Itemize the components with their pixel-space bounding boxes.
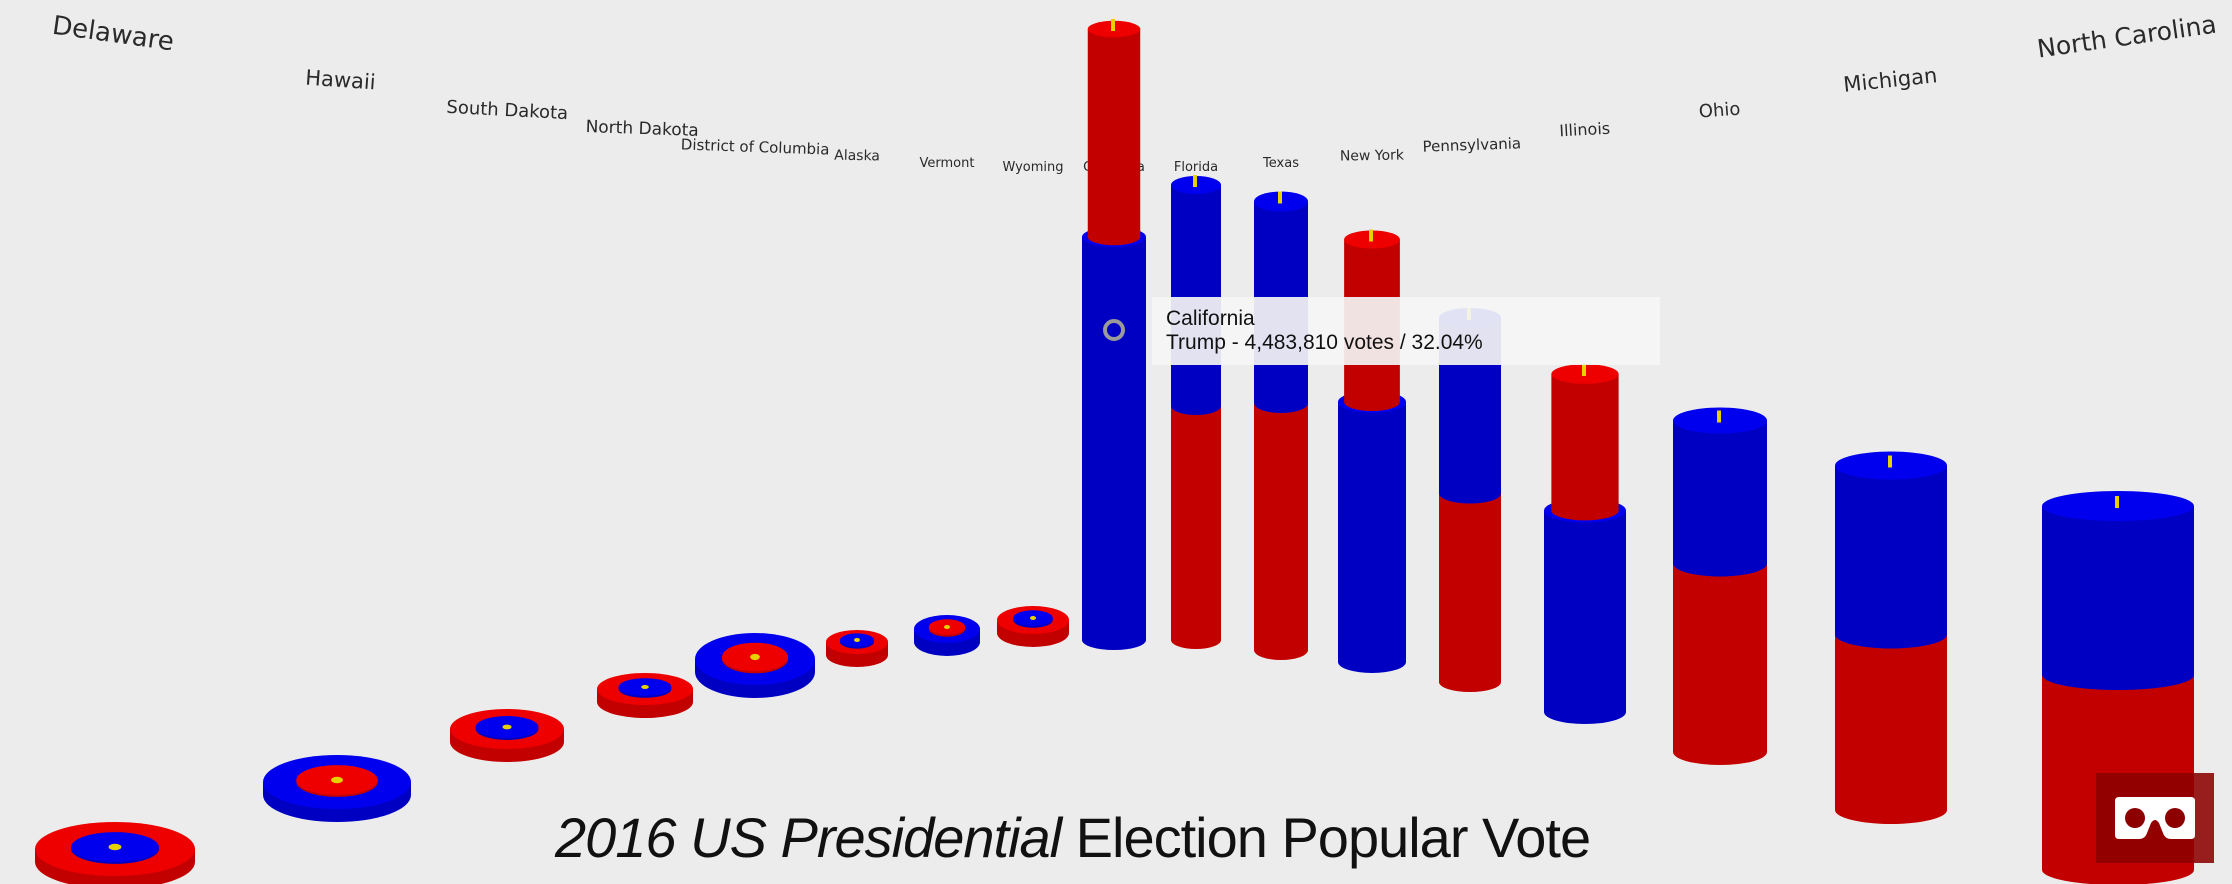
bar-delaware[interactable] [35, 822, 195, 884]
segment-illinois-trump[interactable] [1551, 364, 1619, 521]
bar-north-dakota[interactable] [597, 673, 693, 718]
segment-north-carolina-clinton[interactable] [2042, 491, 2194, 690]
chart-title-italic: 2016 US Presidential [555, 806, 1062, 869]
bar-illinois[interactable] [1544, 364, 1626, 724]
other-vote-marker [1717, 410, 1721, 423]
gaze-cursor-icon [1103, 319, 1125, 341]
tooltip-state: California [1166, 307, 1255, 330]
bar-california[interactable] [1082, 19, 1146, 650]
segment-new-york-clinton[interactable] [1338, 391, 1406, 673]
bar-ohio[interactable] [1673, 407, 1767, 766]
bar-hawaii[interactable] [263, 755, 411, 822]
other-vote-marker [2115, 496, 2119, 508]
state-label-michigan: Michigan [1842, 63, 1938, 97]
state-label-north-carolina: North Carolina [2035, 10, 2218, 64]
state-label-district-of-columbia: District of Columbia [681, 135, 830, 158]
bar-pennsylvania[interactable] [1439, 308, 1501, 692]
state-label-vermont: Vermont [920, 156, 975, 171]
state-label-florida: Florida [1174, 160, 1218, 175]
bars [35, 19, 2194, 884]
state-label-hawaii: Hawaii [305, 66, 377, 95]
state-label-south-dakota: South Dakota [446, 97, 569, 124]
tooltip: California Trump - 4,483,810 votes / 32.… [1152, 297, 1660, 365]
segment-california-clinton[interactable] [1082, 227, 1146, 650]
other-vote-marker [1030, 616, 1036, 620]
tooltip-detail: Trump - 4,483,810 votes / 32.04% [1166, 331, 1483, 354]
bar-vermont[interactable] [914, 615, 980, 656]
state-label-alaska: Alaska [834, 148, 880, 165]
chart-title-regular: Election Popular Vote [1075, 806, 1591, 869]
bar-wyoming[interactable] [997, 606, 1069, 647]
other-vote-marker [1888, 455, 1892, 468]
bar-florida[interactable] [1171, 175, 1221, 649]
segment-ohio-clinton[interactable] [1673, 407, 1767, 577]
state-label-new-york: New York [1340, 147, 1405, 164]
vr-headset-icon [2115, 797, 2195, 839]
segment-florida-clinton[interactable] [1171, 176, 1221, 415]
state-label-illinois: Illinois [1559, 119, 1611, 141]
segment-florida-trump[interactable] [1171, 397, 1221, 649]
segment-ohio-trump[interactable] [1673, 550, 1767, 766]
bar-texas[interactable] [1254, 191, 1308, 661]
segment-california-trump[interactable] [1087, 20, 1141, 246]
segment-pennsylvania-trump[interactable] [1439, 483, 1501, 693]
other-vote-marker [944, 625, 950, 629]
state-label-wyoming: Wyoming [1002, 160, 1063, 175]
other-vote-marker [1193, 175, 1197, 187]
other-vote-marker [1369, 229, 1373, 242]
other-vote-marker [750, 653, 760, 661]
other-vote-marker [641, 685, 649, 689]
other-vote-marker [1111, 19, 1115, 31]
bar-district-of-columbia[interactable] [695, 633, 815, 698]
segment-illinois-clinton[interactable] [1544, 498, 1626, 725]
other-vote-marker [1582, 364, 1586, 376]
bar-south-dakota[interactable] [450, 709, 564, 762]
state-label-texas: Texas [1262, 156, 1299, 171]
segment-texas-trump[interactable] [1254, 393, 1308, 660]
other-vote-marker [502, 724, 512, 730]
segment-michigan-clinton[interactable] [1835, 451, 1947, 649]
vr-button[interactable] [2096, 773, 2214, 863]
chart-title: 2016 US Presidential Election Popular Vo… [555, 805, 1591, 870]
other-vote-marker [108, 843, 122, 851]
state-label-north-dakota: North Dakota [585, 117, 699, 141]
state-labels: Delaware Hawaii South Dakota North DakotaDi… [50, 10, 2218, 175]
bar-michigan[interactable] [1835, 451, 1947, 825]
other-vote-marker [854, 638, 860, 642]
bar-alaska[interactable] [826, 630, 888, 667]
segment-michigan-trump[interactable] [1835, 620, 1947, 825]
state-label-delaware: Delaware [50, 11, 175, 58]
other-vote-marker [331, 776, 343, 784]
other-vote-marker [1278, 191, 1282, 204]
state-label-ohio: Ohio [1698, 99, 1741, 123]
state-label-pennsylvania: Pennsylvania [1422, 134, 1521, 155]
